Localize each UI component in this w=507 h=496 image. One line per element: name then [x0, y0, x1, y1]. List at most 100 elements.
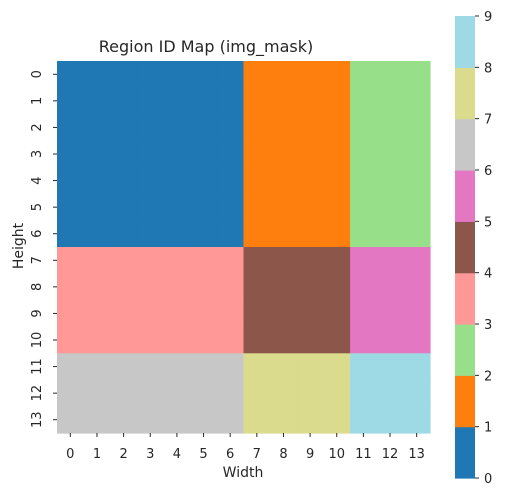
heatmap-cell: [216, 326, 245, 354]
heatmap-cell: [350, 167, 378, 195]
heatmap-cell: [376, 326, 404, 354]
heatmap-cell: [296, 353, 325, 381]
heatmap-cell: [403, 220, 431, 248]
heatmap-cell: [350, 87, 378, 115]
heatmap-cell: [136, 326, 165, 354]
heatmap-cell: [270, 220, 298, 248]
y-tick-label: 2: [30, 123, 45, 131]
heatmap-cell: [57, 220, 85, 248]
heatmap-cell: [296, 167, 325, 195]
heatmap-cell: [190, 193, 218, 222]
x-tick-label: 1: [93, 447, 101, 462]
heatmap-cell: [163, 61, 191, 89]
heatmap-cell: [190, 61, 218, 89]
heatmap-cell: [243, 326, 271, 354]
heatmap-cell: [83, 247, 111, 275]
heatmap-cell: [403, 247, 431, 275]
heatmap-cell: [190, 87, 218, 115]
heatmap-cell: [243, 379, 271, 408]
heatmap-cell: [57, 87, 85, 115]
heatmap-cell: [296, 300, 325, 328]
colorbar-tick-label: 7: [484, 113, 492, 128]
heatmap-cell: [83, 273, 111, 301]
heatmap-cell: [136, 379, 165, 408]
heatmap-cell: [323, 326, 351, 354]
heatmap-cell: [57, 140, 85, 168]
heatmap-cell: [216, 220, 245, 248]
heatmap-cell: [323, 406, 351, 434]
heatmap-cell: [216, 247, 245, 275]
heatmap-cell: [136, 87, 165, 115]
heatmap-cell: [376, 193, 404, 222]
heatmap-cell: [190, 220, 218, 248]
heatmap-cell: [190, 326, 218, 354]
heatmap-cell: [136, 114, 165, 142]
heatmap-cell: [216, 300, 245, 328]
heatmap-cell: [83, 87, 111, 115]
heatmap-cell: [243, 220, 271, 248]
x-tick-label: 2: [119, 447, 127, 462]
heatmap-cell: [136, 193, 165, 222]
heatmap-cell: [190, 273, 218, 301]
x-tick-label: 13: [408, 447, 425, 462]
heatmap-cell: [376, 140, 404, 168]
heatmap-cell: [323, 114, 351, 142]
colorbar-segment: [455, 170, 475, 222]
heatmap-cell: [216, 87, 245, 115]
heatmap-cell: [270, 273, 298, 301]
heatmap-cell: [403, 406, 431, 434]
colorbar-tick-label: 8: [484, 61, 492, 76]
heatmap-cell: [216, 379, 245, 408]
heatmap-cell: [190, 300, 218, 328]
colorbar-segment: [455, 118, 475, 171]
heatmap-cell: [323, 87, 351, 115]
colorbar-tick-label: 0: [484, 472, 492, 487]
heatmap-cell: [83, 220, 111, 248]
heatmap-cell: [57, 300, 85, 328]
colorbar-tick-label: 9: [484, 10, 492, 25]
heatmap-cell: [270, 247, 298, 275]
heatmap-cell: [243, 353, 271, 381]
heatmap-cell: [83, 406, 111, 434]
heatmap-grid: [57, 61, 431, 434]
heatmap-cell: [83, 353, 111, 381]
heatmap-cell: [110, 379, 138, 408]
heatmap-cell: [216, 140, 245, 168]
heatmap-cell: [296, 220, 325, 248]
heatmap-cell: [270, 353, 298, 381]
heatmap-cell: [163, 220, 191, 248]
heatmap-cell: [110, 273, 138, 301]
heatmap-cell: [296, 273, 325, 301]
colorbar-segment: [455, 221, 475, 274]
heatmap-cell: [350, 379, 378, 408]
heatmap-cell: [296, 193, 325, 222]
y-tick-label: 8: [30, 283, 45, 291]
heatmap-cell: [403, 353, 431, 381]
heatmap-cell: [403, 379, 431, 408]
y-tick-label: 7: [30, 256, 45, 264]
heatmap-cell: [216, 193, 245, 222]
heatmap-cell: [376, 300, 404, 328]
heatmap-cell: [216, 114, 245, 142]
heatmap-cell: [403, 140, 431, 168]
heatmap-cell: [190, 114, 218, 142]
y-tick-label: 12: [30, 385, 45, 402]
heatmap-cell: [190, 247, 218, 275]
heatmap-cell: [323, 220, 351, 248]
heatmap-cell: [270, 193, 298, 222]
heatmap-cell: [110, 61, 138, 89]
heatmap-cell: [110, 406, 138, 434]
heatmap-cell: [110, 167, 138, 195]
heatmap-cell: [57, 406, 85, 434]
heatmap-cell: [136, 167, 165, 195]
y-axis-label: Height: [11, 222, 27, 269]
heatmap-cell: [110, 140, 138, 168]
x-tick-labels: 0 1 2 3 4 5 6 7 8 9 10 11 12 13: [66, 433, 425, 462]
heatmap-cell: [216, 353, 245, 381]
heatmap-cell: [403, 87, 431, 115]
heatmap-cell: [243, 273, 271, 301]
heatmap-cell: [350, 300, 378, 328]
heatmap-cell: [350, 353, 378, 381]
